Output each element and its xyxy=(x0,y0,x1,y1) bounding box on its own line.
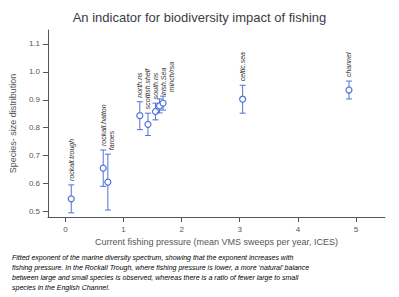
svg-text:1.1: 1.1 xyxy=(29,39,41,48)
svg-text:scottish.shelf: scottish.shelf xyxy=(144,68,151,110)
svg-text:0.7: 0.7 xyxy=(29,151,41,160)
svg-text:minch/rsa: minch/rsa xyxy=(168,62,175,92)
svg-text:An indicator for biodiversity: An indicator for biodiversity impact of … xyxy=(73,10,327,25)
svg-text:0.6: 0.6 xyxy=(29,179,41,188)
svg-text:0: 0 xyxy=(63,225,68,234)
svg-text:rockall.hatton: rockall.hatton xyxy=(100,104,107,146)
svg-text:3: 3 xyxy=(238,225,243,234)
svg-text:celtic.sea: celtic.sea xyxy=(239,52,246,81)
svg-text:south.ns: south.ns xyxy=(152,72,159,99)
svg-text:4: 4 xyxy=(296,225,301,234)
svg-text:between large and small specie: between large and small species is obser… xyxy=(12,274,299,282)
svg-text:faroes: faroes xyxy=(108,130,115,150)
svg-text:species in the English Channel: species in the English Channel. xyxy=(12,284,110,292)
svg-text:north.ns: north.ns xyxy=(136,72,143,98)
svg-text:2: 2 xyxy=(179,225,184,234)
svg-text:rockall.trough: rockall.trough xyxy=(68,139,76,181)
svg-text:Species- size distribution: Species- size distribution xyxy=(8,74,18,174)
svg-text:Fitted exponent of the marine: Fitted exponent of the marine diversity … xyxy=(12,254,293,262)
svg-text:0.9: 0.9 xyxy=(29,95,41,104)
svg-text:1: 1 xyxy=(121,225,126,234)
svg-text:Current fishing pressure (mean: Current fishing pressure (mean VMS sweep… xyxy=(95,237,338,247)
svg-text:irish.Sea: irish.Sea xyxy=(160,68,167,95)
svg-text:5: 5 xyxy=(354,225,359,234)
svg-text:channel: channel xyxy=(345,52,352,77)
svg-text:0.5: 0.5 xyxy=(29,207,41,216)
svg-text:1.0: 1.0 xyxy=(29,67,41,76)
svg-text:0.8: 0.8 xyxy=(29,123,41,132)
svg-text:fishing pressure. In the Rocka: fishing pressure. In the Rockall Trough,… xyxy=(12,264,309,272)
